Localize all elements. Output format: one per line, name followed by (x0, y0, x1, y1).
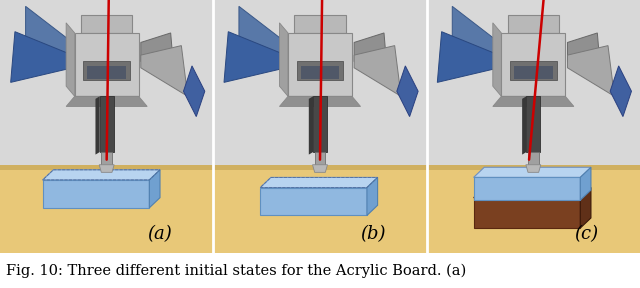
Polygon shape (260, 187, 367, 215)
Polygon shape (312, 165, 328, 172)
Polygon shape (213, 165, 427, 170)
Polygon shape (474, 198, 580, 228)
Polygon shape (610, 66, 632, 117)
Polygon shape (427, 165, 640, 170)
Polygon shape (367, 177, 378, 215)
Bar (0, 165, 213, 253)
Bar (528, 152, 539, 165)
Polygon shape (184, 66, 205, 117)
Polygon shape (568, 46, 614, 96)
Bar (213, 165, 427, 253)
Polygon shape (280, 23, 288, 96)
Polygon shape (224, 32, 286, 82)
Bar (514, 66, 552, 79)
Polygon shape (43, 180, 149, 208)
Polygon shape (280, 96, 360, 107)
Polygon shape (526, 165, 541, 172)
Polygon shape (66, 96, 147, 107)
Polygon shape (141, 46, 188, 96)
Polygon shape (43, 170, 160, 180)
Text: Fig. 10: Three different initial states for the Acrylic Board. (a): Fig. 10: Three different initial states … (6, 264, 467, 278)
Bar (288, 33, 352, 96)
Polygon shape (354, 33, 388, 84)
Polygon shape (308, 96, 313, 155)
Polygon shape (474, 167, 591, 177)
Bar (294, 15, 346, 33)
Bar (101, 152, 112, 165)
Polygon shape (149, 170, 160, 208)
Bar (427, 0, 640, 165)
Polygon shape (493, 23, 501, 96)
Polygon shape (239, 6, 286, 61)
Polygon shape (452, 6, 499, 61)
Polygon shape (474, 187, 591, 198)
Bar (296, 61, 344, 80)
Bar (526, 96, 540, 152)
Text: (a): (a) (148, 225, 172, 243)
Polygon shape (99, 165, 114, 172)
Polygon shape (580, 167, 591, 200)
Bar (81, 15, 132, 33)
Bar (83, 61, 130, 80)
Polygon shape (437, 32, 499, 82)
Polygon shape (397, 66, 418, 117)
Polygon shape (260, 177, 378, 187)
Bar (510, 61, 557, 80)
Polygon shape (26, 6, 72, 61)
Text: (c): (c) (575, 225, 599, 243)
Polygon shape (522, 96, 526, 155)
Polygon shape (493, 96, 574, 107)
Bar (88, 66, 126, 79)
Text: (b): (b) (360, 225, 386, 243)
Bar (0, 0, 213, 165)
Polygon shape (95, 96, 100, 155)
Polygon shape (354, 46, 401, 96)
Bar (75, 33, 139, 96)
Bar (313, 96, 327, 152)
Polygon shape (0, 165, 213, 170)
Bar (301, 66, 339, 79)
Bar (427, 165, 640, 253)
Bar (508, 15, 559, 33)
Polygon shape (474, 177, 580, 200)
Bar (315, 152, 325, 165)
Polygon shape (568, 33, 602, 84)
Polygon shape (11, 32, 72, 82)
Bar (100, 96, 114, 152)
Bar (213, 0, 427, 165)
Polygon shape (580, 187, 591, 228)
Bar (501, 33, 565, 96)
Polygon shape (141, 33, 175, 84)
Polygon shape (66, 23, 75, 96)
